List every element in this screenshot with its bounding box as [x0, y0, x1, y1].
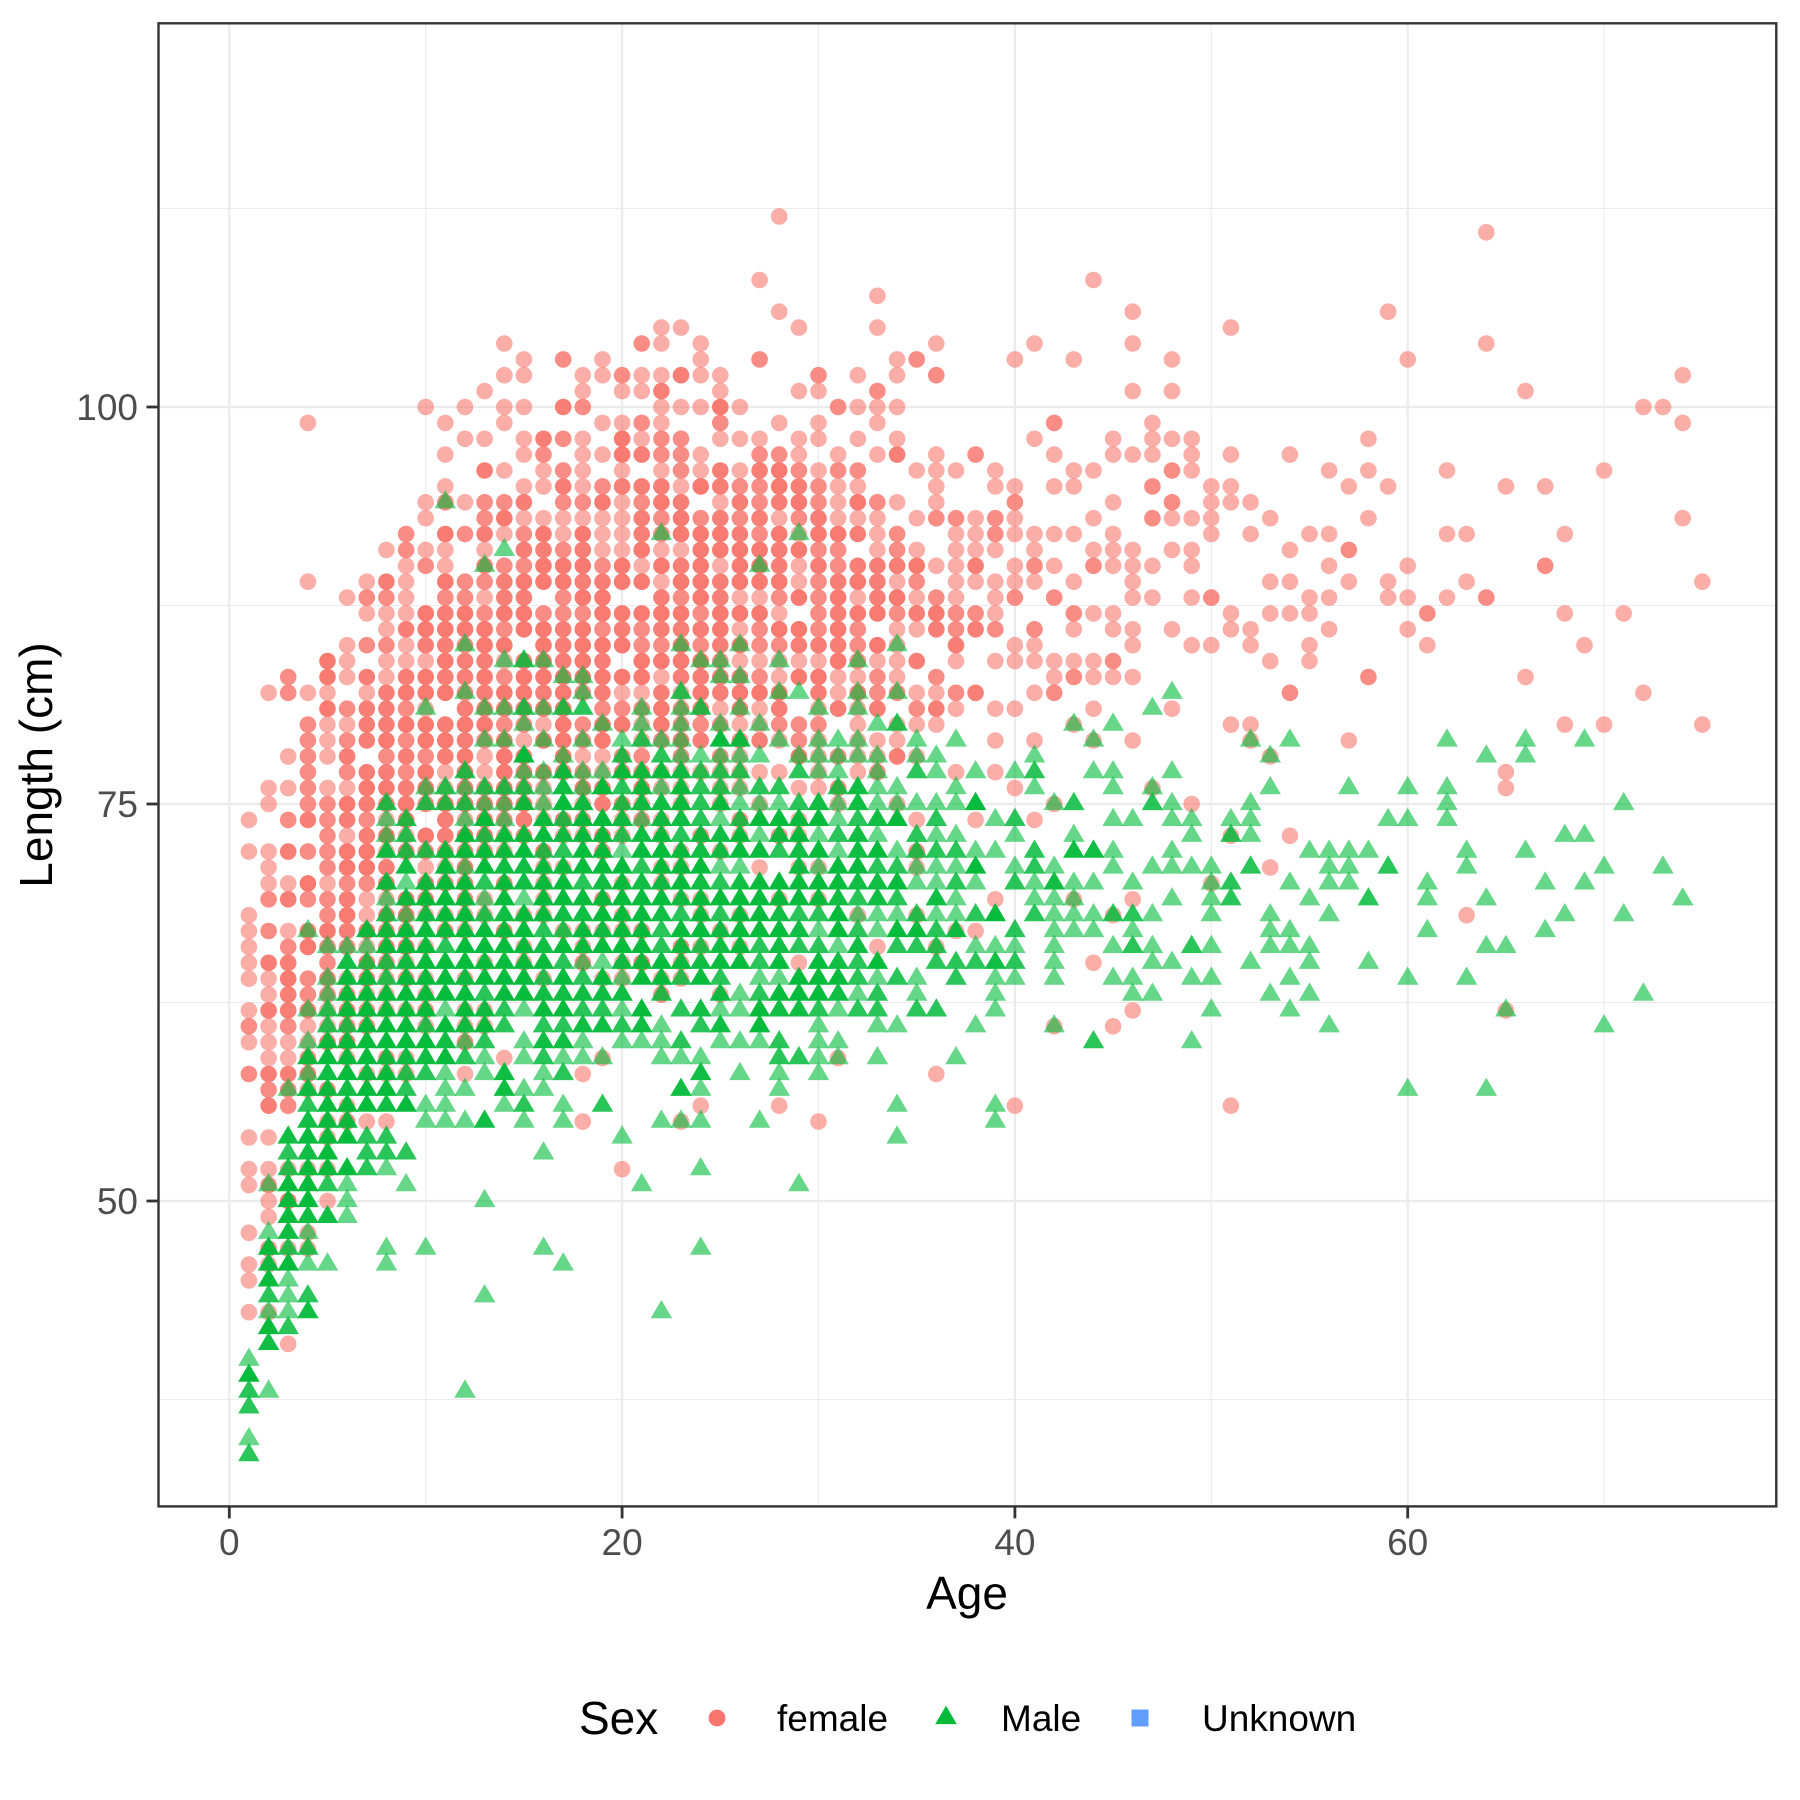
svg-text:Age: Age — [926, 1567, 1008, 1619]
svg-text:75: 75 — [97, 784, 138, 825]
svg-text:40: 40 — [994, 1522, 1035, 1563]
svg-text:0: 0 — [219, 1522, 240, 1563]
svg-text:Unknown: Unknown — [1202, 1698, 1356, 1739]
svg-text:20: 20 — [602, 1522, 643, 1563]
svg-text:Sex: Sex — [579, 1692, 658, 1744]
svg-text:Male: Male — [1001, 1698, 1081, 1739]
svg-text:50: 50 — [97, 1181, 138, 1222]
svg-text:100: 100 — [76, 387, 138, 428]
svg-text:female: female — [777, 1698, 888, 1739]
svg-text:Length (cm): Length (cm) — [10, 642, 62, 887]
svg-text:60: 60 — [1387, 1522, 1428, 1563]
